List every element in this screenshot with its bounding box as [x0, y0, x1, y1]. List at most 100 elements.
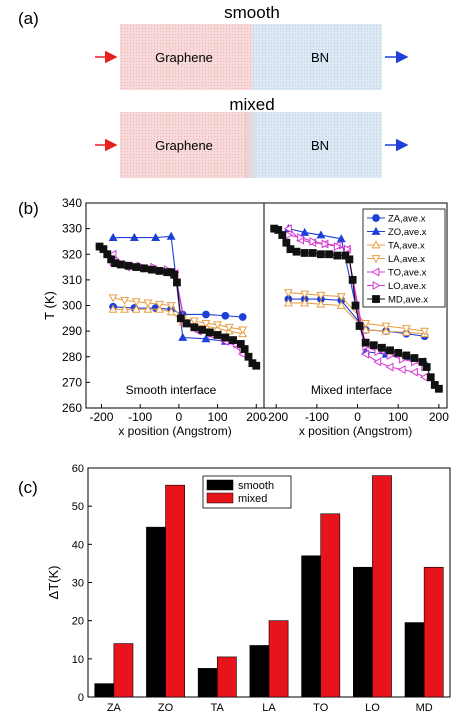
legend-swatch [206, 479, 234, 491]
panel-label-c: (c) [18, 478, 38, 497]
data-point [213, 331, 222, 339]
data-point [108, 232, 118, 241]
legend-marker [371, 226, 381, 235]
bar-smooth-ta [197, 668, 218, 698]
x-tick-label: -200 [264, 410, 288, 424]
data-point [316, 299, 326, 308]
x-tick-label: TA [211, 702, 225, 714]
bar-mixed-ta [216, 656, 237, 698]
y-tick-label: 280 [62, 350, 82, 364]
x-tick-label: ZO [158, 702, 174, 714]
data-point [151, 232, 161, 241]
data-point [213, 321, 223, 330]
data-point [336, 234, 346, 243]
data-point [343, 244, 352, 254]
data-point [190, 323, 199, 332]
data-point [361, 325, 371, 334]
data-point [155, 267, 164, 275]
y-tick-label: 30 [72, 578, 84, 590]
y-tick-label: 270 [62, 375, 82, 389]
data-point [333, 242, 342, 252]
bar-smooth-za [94, 683, 115, 698]
x-tick-label: MD [416, 702, 433, 714]
series-la [283, 289, 430, 336]
data-point [198, 325, 206, 334]
data-point [189, 317, 199, 326]
data-point [434, 384, 443, 393]
y-tick-label: 60 [72, 463, 84, 475]
data-point [202, 310, 210, 319]
legend-entry: MD,ave.x [367, 295, 428, 306]
bar-smooth-lo [352, 566, 373, 698]
data-point [316, 291, 326, 300]
legend-label: TO,ave.x [388, 268, 427, 279]
smooth-graphene-region [120, 24, 252, 90]
y-axis-label: T (K) [42, 291, 57, 320]
legend-marker [371, 240, 381, 249]
legend-swatch [206, 492, 234, 504]
data-point [155, 304, 164, 313]
data-point [345, 255, 354, 264]
data-point [278, 231, 287, 239]
data-point [147, 265, 156, 274]
data-point [410, 354, 419, 362]
bar-mixed-la [268, 620, 289, 698]
data-point [143, 299, 153, 308]
mixed-interface-region [244, 112, 258, 178]
mixed-schematic: Graphene BN [95, 112, 409, 178]
data-point [120, 296, 130, 306]
data-point [300, 298, 310, 307]
x-tick-label: TO [313, 702, 329, 714]
data-point [108, 294, 118, 303]
data-point [166, 302, 176, 311]
data-point [373, 357, 382, 367]
legend-entry: LA,ave.x [367, 254, 425, 265]
series-la [108, 294, 248, 335]
legend-label: mixed [238, 493, 267, 505]
data-point [292, 247, 301, 256]
temperature-profile-chart: -200 -100 0 100 200 260 270 280 290 300 310 320 330 3… [42, 196, 449, 438]
y-tick-label: 300 [62, 299, 82, 313]
bar-mixed-za [113, 643, 134, 698]
mixed-graphene-label: Graphene [155, 138, 213, 153]
data-point [238, 313, 247, 321]
data-point [155, 300, 164, 309]
data-point [355, 322, 364, 330]
legend-entry: ZO,ave.x [367, 226, 427, 238]
data-point [221, 333, 230, 342]
bar-mixed-lo [372, 475, 392, 698]
data-point [108, 304, 118, 313]
legend-entry: TO,ave.x [367, 268, 427, 279]
y-tick-label: 0 [78, 692, 84, 704]
data-point [336, 300, 346, 309]
y-tick-label: 50 [72, 501, 84, 513]
interface-annotation: Mixed interface [311, 383, 393, 397]
y-tick-label: 260 [62, 401, 82, 415]
line-panel-b-left: -200 -100 0 100 200 260 270 280 290 300 310 320 330 3… [42, 196, 267, 438]
legend-label: ZA,ave.x [388, 214, 426, 225]
data-point [166, 231, 176, 240]
legend-label: smooth [238, 480, 274, 492]
data-point [333, 251, 342, 260]
y-tick-label: 10 [72, 654, 84, 666]
smooth-schematic: Graphene BN [95, 24, 409, 90]
y-tick-label: 330 [62, 222, 82, 236]
bar-mixed-zo [165, 484, 186, 698]
data-point [418, 357, 427, 366]
mixed-graphene-region [120, 112, 248, 178]
data-point [131, 298, 141, 307]
bar-mixed-to [320, 513, 341, 698]
series-line [288, 302, 425, 335]
bar-smooth-la [249, 645, 270, 698]
delta-t-bar-chart: 0 10 20 30 40 50 60 ΔT(K) ZA ZO TA LA TO LO MD smoothmi… [46, 463, 451, 714]
legend-entry: TA,ave.x [367, 240, 425, 252]
data-point [397, 365, 406, 375]
y-tick-label: 20 [72, 616, 84, 628]
x-tick-label: 200 [246, 410, 266, 424]
data-point [300, 227, 310, 236]
data-point [420, 372, 429, 382]
data-point [170, 270, 179, 279]
legend-label: LO,ave.x [388, 281, 426, 292]
